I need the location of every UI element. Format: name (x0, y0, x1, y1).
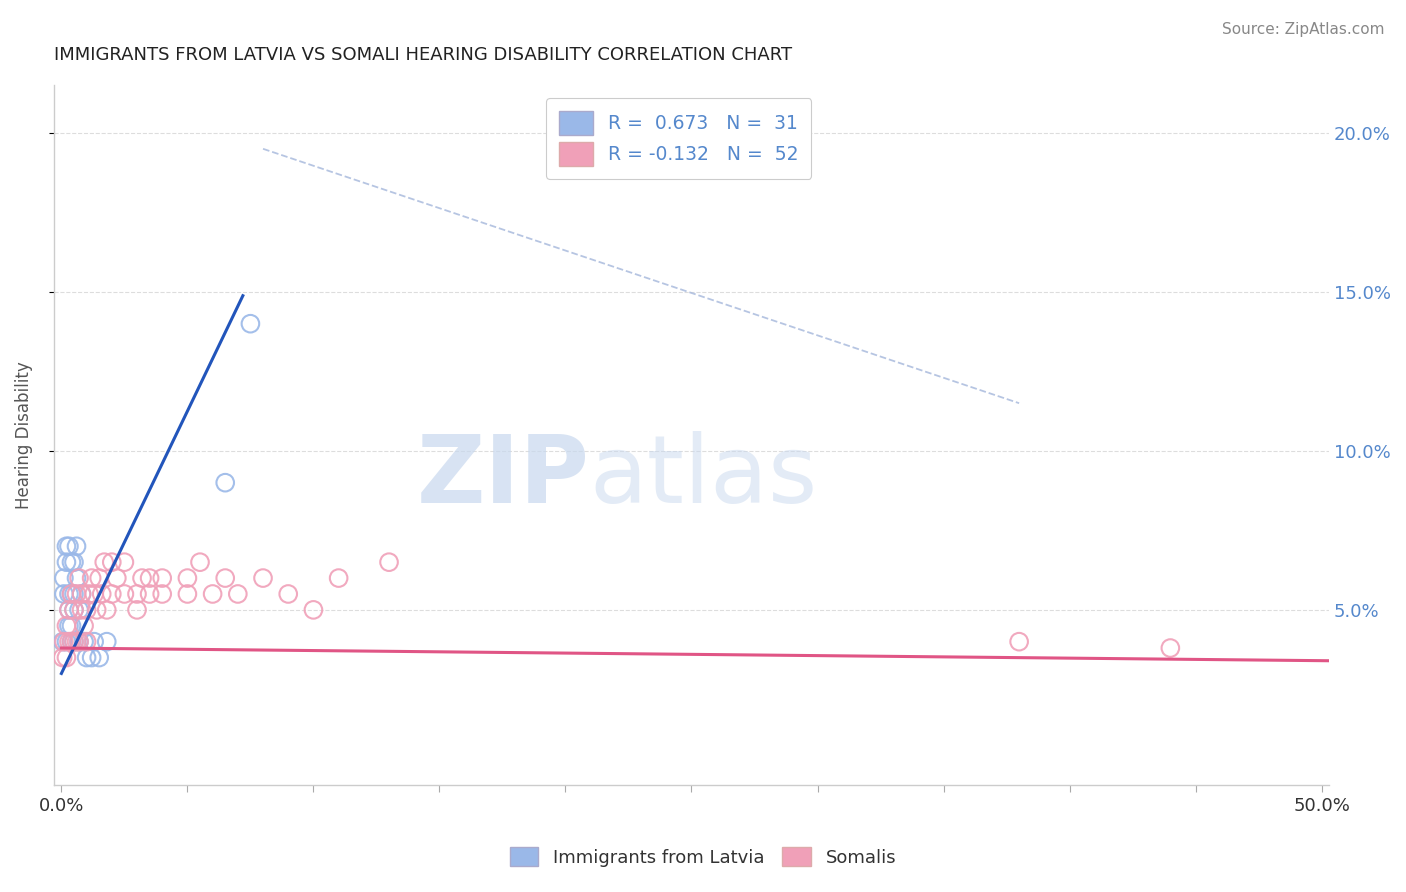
Point (67, 634, 90, 648)
Point (80, 571, 103, 585)
Point (302, 603, 325, 617)
Point (176, 571, 198, 585)
Point (80, 650, 103, 665)
Point (131, 571, 153, 585)
Point (138, 571, 160, 585)
Point (67, 571, 90, 585)
Point (52, 650, 75, 665)
Point (76, 634, 98, 648)
Text: atlas: atlas (589, 431, 818, 523)
Point (188, 555, 211, 569)
Point (277, 587, 299, 601)
Point (60, 634, 83, 648)
Point (55, 634, 77, 648)
Point (176, 587, 198, 601)
Point (70, 603, 93, 617)
Point (214, 475, 236, 490)
Point (60, 587, 83, 601)
Point (1159, 640, 1181, 655)
Point (55, 555, 77, 569)
Point (150, 587, 173, 601)
Point (60, 634, 83, 648)
Point (96, 634, 118, 648)
Point (112, 555, 135, 569)
Point (58, 634, 80, 648)
Point (58, 587, 80, 601)
Point (252, 571, 274, 585)
Point (63, 603, 86, 617)
Point (58, 539, 80, 553)
Point (77, 587, 100, 601)
Point (125, 587, 148, 601)
Point (65, 587, 87, 601)
Point (93, 555, 115, 569)
Point (76, 603, 98, 617)
Legend: Immigrants from Latvia, Somalis: Immigrants from Latvia, Somalis (502, 840, 904, 874)
Point (70, 587, 93, 601)
Point (63, 634, 86, 648)
Point (90, 587, 112, 601)
Point (65, 634, 87, 648)
Point (52, 571, 75, 585)
Text: ZIP: ZIP (416, 431, 589, 523)
Point (89, 571, 111, 585)
Point (201, 587, 224, 601)
Point (58, 619, 80, 633)
Point (52, 587, 75, 601)
Point (239, 317, 262, 331)
Point (214, 571, 236, 585)
Text: IMMIGRANTS FROM LATVIA VS SOMALI HEARING DISABILITY CORRELATION CHART: IMMIGRANTS FROM LATVIA VS SOMALI HEARING… (53, 46, 792, 64)
Point (328, 571, 350, 585)
Point (125, 603, 148, 617)
Point (138, 587, 160, 601)
Legend: R =  0.673   N =  31, R = -0.132   N =  52: R = 0.673 N = 31, R = -0.132 N = 52 (546, 98, 811, 179)
Point (65, 571, 87, 585)
Point (70, 587, 93, 601)
Point (105, 571, 128, 585)
Point (378, 555, 401, 569)
Point (101, 555, 124, 569)
Point (86, 603, 108, 617)
Point (55, 650, 77, 665)
Point (67, 603, 90, 617)
Text: Source: ZipAtlas.com: Source: ZipAtlas.com (1222, 22, 1385, 37)
Point (101, 587, 124, 601)
Point (63, 603, 86, 617)
Point (73, 634, 96, 648)
Point (63, 587, 86, 601)
Point (150, 571, 173, 585)
Point (58, 603, 80, 617)
Point (63, 634, 86, 648)
Point (60, 619, 83, 633)
Point (60, 555, 83, 569)
Point (83, 634, 105, 648)
Point (89, 650, 111, 665)
Point (55, 619, 77, 633)
Point (60, 587, 83, 601)
Y-axis label: Hearing Disability: Hearing Disability (15, 361, 32, 508)
Point (83, 587, 105, 601)
Point (52, 634, 75, 648)
Point (96, 603, 118, 617)
Point (52, 634, 75, 648)
Point (65, 539, 87, 553)
Point (55, 539, 77, 553)
Point (67, 634, 90, 648)
Point (112, 587, 135, 601)
Point (73, 619, 96, 633)
Point (58, 603, 80, 617)
Point (1008, 634, 1031, 648)
Point (76, 650, 98, 665)
Point (63, 555, 86, 569)
Point (226, 587, 249, 601)
